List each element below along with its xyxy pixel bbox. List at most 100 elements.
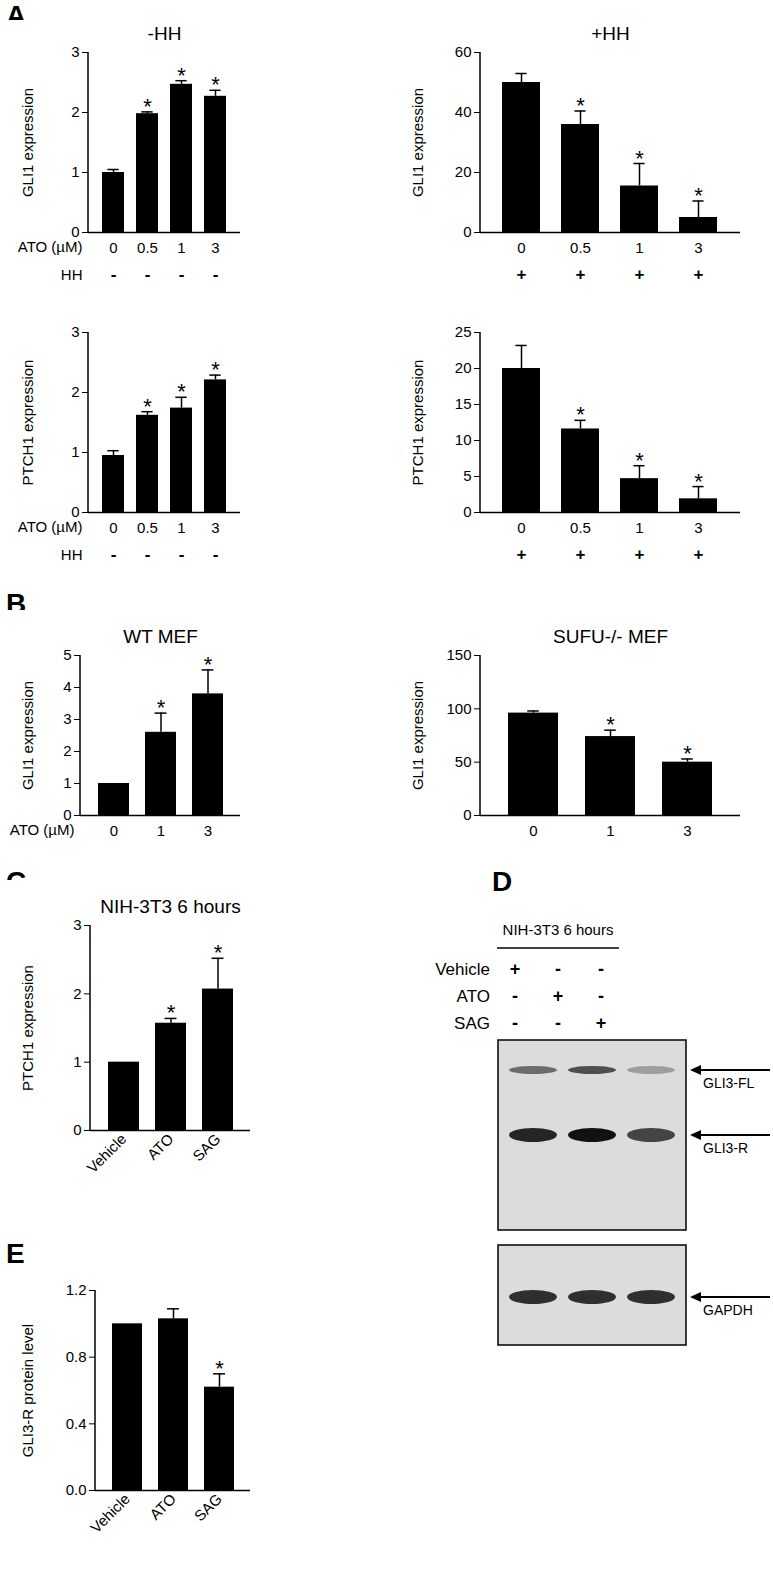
svg-text:-: - — [555, 959, 561, 979]
svg-text:50: 50 — [455, 753, 472, 770]
svg-text:3: 3 — [211, 519, 219, 536]
svg-text:NIH-3T3 6 hours: NIH-3T3 6 hours — [100, 896, 240, 917]
svg-text:-: - — [213, 545, 219, 564]
svg-text:Vehicle: Vehicle — [87, 1490, 133, 1536]
svg-text:Vehicle: Vehicle — [435, 960, 490, 979]
svg-text:3: 3 — [71, 43, 79, 60]
svg-text:*: * — [177, 379, 186, 404]
svg-text:0: 0 — [463, 223, 471, 240]
svg-text:-: - — [145, 265, 151, 284]
svg-text:PTCH1 expression: PTCH1 expression — [409, 360, 426, 486]
svg-text:ATO (µM): ATO (µM) — [18, 518, 83, 535]
svg-text:15: 15 — [455, 395, 472, 412]
svg-text:1: 1 — [606, 822, 614, 839]
svg-text:+: + — [635, 545, 645, 564]
svg-text:1: 1 — [635, 519, 643, 536]
svg-text:+: + — [553, 986, 564, 1006]
svg-text:*: * — [576, 402, 585, 427]
svg-text:1: 1 — [177, 239, 185, 256]
svg-text:40: 40 — [455, 103, 472, 120]
svg-text:*: * — [694, 469, 703, 494]
svg-text:GLI3-R protein level: GLI3-R protein level — [19, 1324, 36, 1457]
svg-text:PTCH1 expression: PTCH1 expression — [19, 965, 36, 1091]
svg-text:0: 0 — [110, 822, 118, 839]
svg-text:0: 0 — [73, 1121, 81, 1138]
svg-text:-: - — [555, 1013, 561, 1033]
svg-text:*: * — [635, 146, 644, 171]
svg-text:0: 0 — [529, 822, 537, 839]
svg-text:-: - — [213, 265, 219, 284]
svg-text:3: 3 — [694, 519, 702, 536]
svg-text:GLI1 expression: GLI1 expression — [409, 681, 426, 790]
svg-text:-: - — [145, 545, 151, 564]
svg-text:+: + — [517, 545, 527, 564]
svg-text:-: - — [598, 959, 604, 979]
svg-text:25: 25 — [455, 323, 472, 340]
svg-text:3: 3 — [73, 916, 81, 933]
svg-text:*: * — [694, 183, 703, 208]
svg-text:SAG: SAG — [191, 1490, 225, 1524]
svg-text:GAPDH: GAPDH — [703, 1302, 753, 1318]
svg-text:0.5: 0.5 — [137, 239, 158, 256]
svg-text:0.5: 0.5 — [570, 519, 591, 536]
svg-text:+: + — [694, 265, 704, 284]
svg-text:1: 1 — [177, 519, 185, 536]
svg-text:PTCH1 expression: PTCH1 expression — [19, 360, 36, 486]
svg-text:SUFU-/- MEF: SUFU-/- MEF — [553, 626, 668, 647]
svg-text:HH: HH — [61, 266, 83, 283]
svg-text:*: * — [143, 394, 152, 419]
svg-text:0.5: 0.5 — [137, 519, 158, 536]
svg-text:+HH: +HH — [591, 23, 630, 44]
svg-text:-: - — [598, 986, 604, 1006]
svg-text:0: 0 — [517, 239, 525, 256]
svg-text:3: 3 — [211, 239, 219, 256]
svg-text:-: - — [179, 545, 185, 564]
svg-text:2: 2 — [63, 742, 71, 759]
svg-text:20: 20 — [455, 359, 472, 376]
svg-text:+: + — [576, 545, 586, 564]
svg-text:1: 1 — [71, 443, 79, 460]
svg-text:2: 2 — [71, 383, 79, 400]
svg-text:SAG: SAG — [454, 1014, 490, 1033]
svg-text:+: + — [517, 265, 527, 284]
svg-text:+: + — [635, 265, 645, 284]
svg-text:+: + — [596, 1013, 607, 1033]
svg-text:1: 1 — [157, 822, 165, 839]
svg-text:2: 2 — [73, 985, 81, 1002]
svg-text:*: * — [576, 93, 585, 118]
svg-text:0: 0 — [517, 519, 525, 536]
svg-text:SAG: SAG — [189, 1130, 223, 1164]
svg-text:ATO: ATO — [144, 1130, 177, 1163]
svg-text:0.0: 0.0 — [66, 1481, 87, 1498]
svg-text:3: 3 — [683, 822, 691, 839]
svg-text:ATO: ATO — [146, 1490, 179, 1523]
svg-text:-HH: -HH — [148, 23, 182, 44]
svg-text:*: * — [683, 741, 692, 766]
svg-text:*: * — [214, 940, 223, 965]
svg-text:-: - — [512, 986, 518, 1006]
svg-text:0.8: 0.8 — [66, 1348, 87, 1365]
svg-text:+: + — [510, 959, 521, 979]
svg-text:*: * — [157, 695, 166, 720]
svg-text:2: 2 — [71, 103, 79, 120]
svg-text:GLI1 expression: GLI1 expression — [19, 88, 36, 197]
svg-text:GLI1 expression: GLI1 expression — [409, 88, 426, 197]
svg-text:1.2: 1.2 — [66, 1281, 87, 1298]
svg-text:-: - — [111, 265, 117, 284]
svg-text:*: * — [215, 1356, 224, 1381]
svg-text:ATO: ATO — [457, 987, 490, 1006]
svg-text:3: 3 — [63, 710, 71, 727]
svg-text:*: * — [167, 1000, 176, 1025]
svg-text:1: 1 — [71, 163, 79, 180]
svg-text:GLI3-FL: GLI3-FL — [703, 1075, 755, 1091]
svg-text:NIH-3T3 6 hours: NIH-3T3 6 hours — [503, 921, 614, 938]
svg-text:*: * — [211, 72, 220, 97]
svg-text:0: 0 — [463, 806, 471, 823]
svg-text:-: - — [179, 265, 185, 284]
svg-text:1: 1 — [63, 774, 71, 791]
svg-text:150: 150 — [446, 646, 471, 663]
svg-text:1: 1 — [73, 1053, 81, 1070]
svg-text:*: * — [143, 94, 152, 119]
svg-text:HH: HH — [61, 546, 83, 563]
svg-text:ATO (µM): ATO (µM) — [18, 238, 83, 255]
